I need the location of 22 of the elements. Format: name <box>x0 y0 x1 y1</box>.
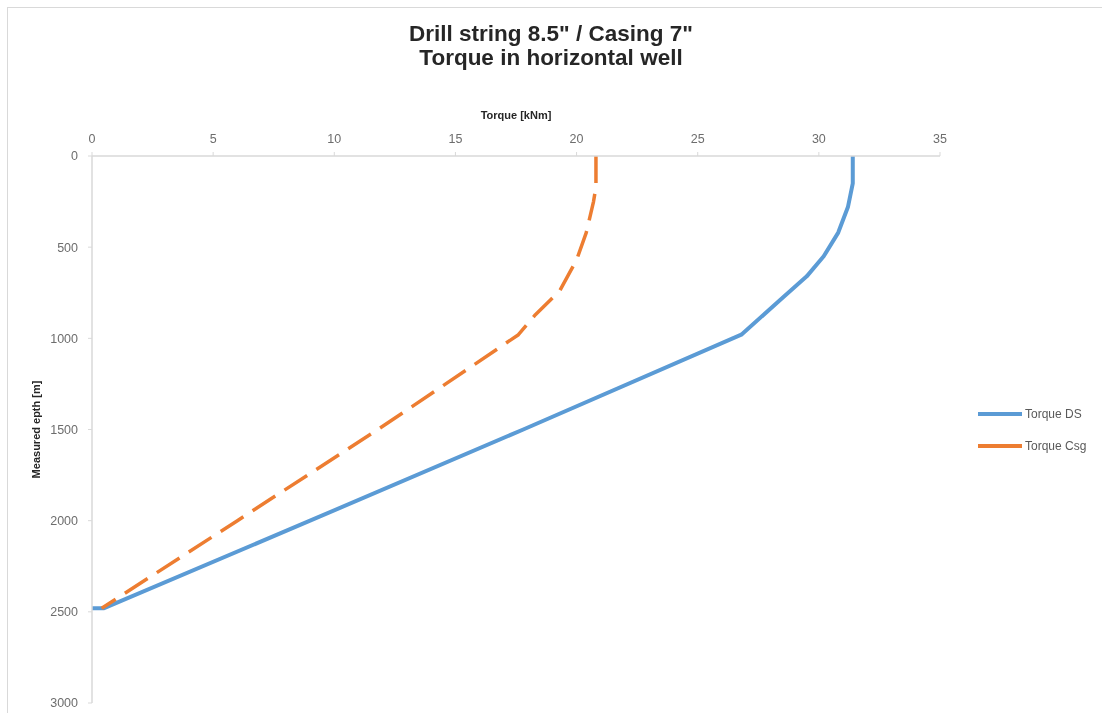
x-axis-title: Torque [kNm] <box>480 109 552 121</box>
x-tick-label: 15 <box>448 132 463 146</box>
y-tick-label: 1000 <box>50 331 79 346</box>
line-series <box>99 156 598 610</box>
x-tick-label: 30 <box>811 132 826 146</box>
y-tick-label: 2500 <box>50 605 79 620</box>
x-tick-label: 0 <box>88 132 96 146</box>
y-tick-label: 0 <box>71 149 79 164</box>
x-tick-label: 25 <box>690 132 705 146</box>
x-tick-label: 5 <box>209 132 217 146</box>
y-tick-label: 1500 <box>50 422 79 437</box>
x-tick-label: 35 <box>933 132 947 146</box>
x-tick-label: 20 <box>569 132 584 146</box>
y-tick-label: 3000 <box>50 696 79 711</box>
chart-title: Drill string 8.5" / Casing 7" Torque in horizontal well <box>409 21 693 70</box>
y-tick-label: 500 <box>57 240 79 255</box>
y-tick-label: 2000 <box>50 514 79 529</box>
x-tick-label: 10 <box>327 132 342 146</box>
y-axis-title: Measured epth [m] <box>30 380 42 479</box>
legend-label: Torque Csg <box>1025 438 1087 453</box>
line-series <box>92 156 855 611</box>
legend-label: Torque DS <box>1025 406 1082 421</box>
